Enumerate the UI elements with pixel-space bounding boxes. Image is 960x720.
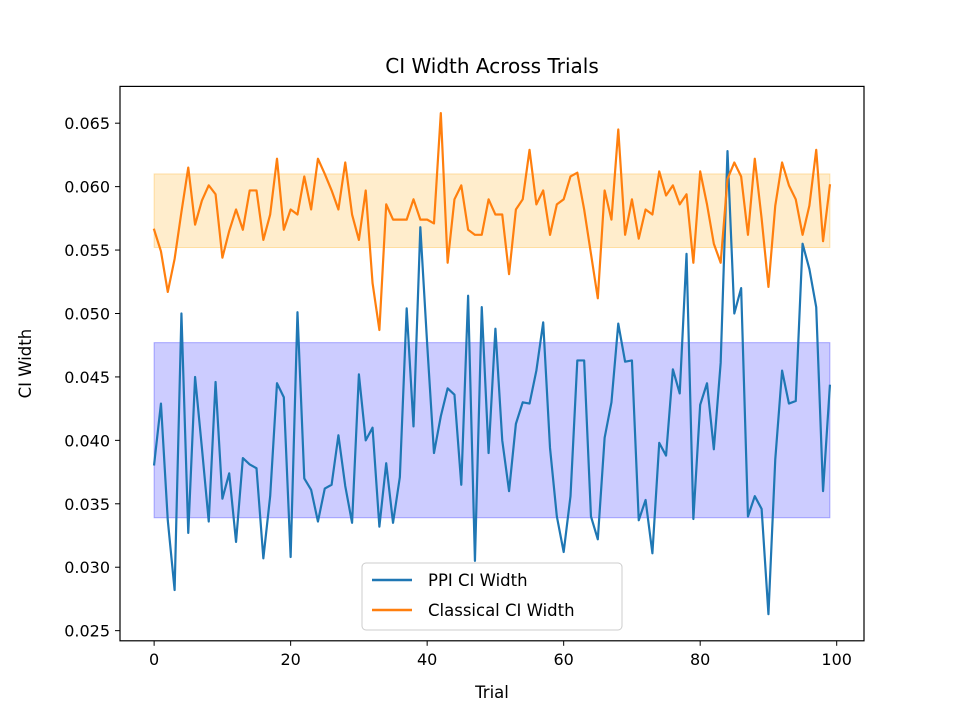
x-axis-ticks: 0 20 40 60 80 100	[149, 640, 852, 669]
y-tick-label: 0.040	[64, 431, 110, 450]
y-tick-label: 0.055	[64, 241, 110, 260]
series-lines	[152, 111, 832, 616]
ci-band-classical	[153, 173, 831, 249]
legend: PPI CI Width Classical CI Width	[361, 562, 623, 631]
legend-label-ppi: PPI CI Width	[428, 571, 528, 590]
y-tick-label: 0.030	[64, 558, 110, 577]
y-tick-label: 0.035	[64, 495, 110, 514]
y-tick-label: 0.050	[64, 304, 110, 323]
y-tick-label: 0.060	[64, 178, 110, 197]
legend-box	[361, 562, 623, 631]
y-axis-ticks: 0.025 0.030 0.035 0.040 0.045 0.050 0.055 0.060…	[64, 114, 120, 641]
x-tick-label: 60	[553, 650, 573, 669]
x-tick-label: 40	[417, 650, 437, 669]
x-axis-label: Trial	[474, 683, 509, 702]
chart-title: CI Width Across Trials	[385, 54, 599, 78]
x-tick-label: 80	[690, 650, 710, 669]
y-tick-label: 0.045	[64, 368, 110, 387]
y-tick-label: 0.025	[64, 622, 110, 641]
series-line-ppi	[152, 150, 832, 616]
series-line-classical	[152, 111, 832, 332]
x-tick-label: 20	[280, 650, 300, 669]
x-tick-label: 0	[149, 650, 159, 669]
x-tick-label: 100	[821, 650, 852, 669]
ci-band-ppi	[153, 342, 831, 519]
legend-label-classical: Classical CI Width	[428, 601, 575, 620]
y-axis-label: CI Width	[16, 329, 35, 399]
y-tick-label: 0.065	[64, 114, 110, 133]
plot-frame	[119, 85, 865, 642]
ci-bands	[153, 173, 831, 519]
